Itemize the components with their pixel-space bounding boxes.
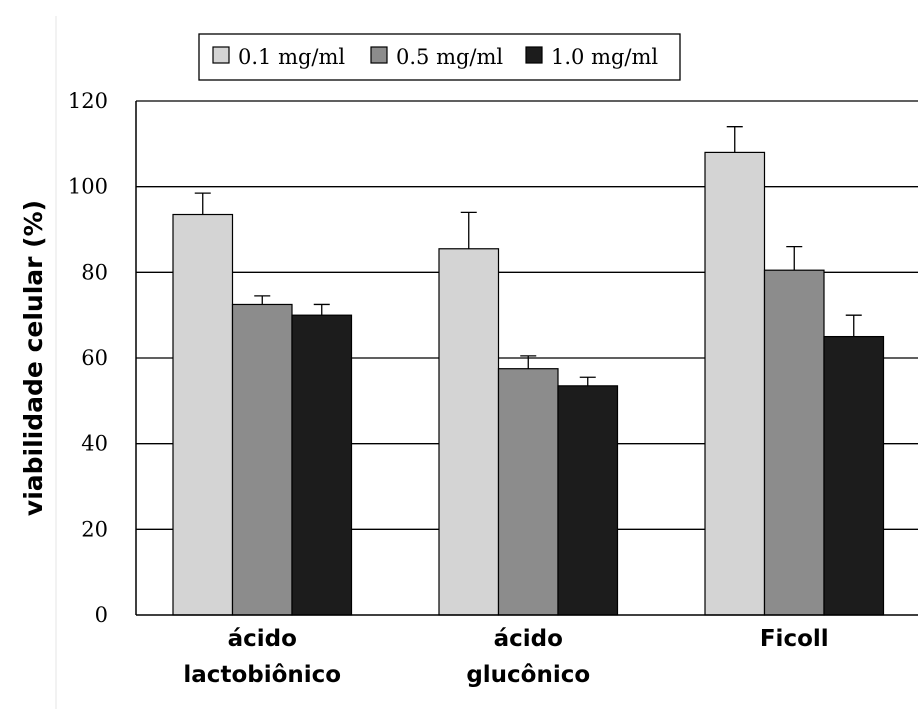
y-tick-label: 100 — [68, 175, 108, 199]
y-tick-label: 0 — [95, 603, 108, 627]
y-tick-label: 120 — [68, 89, 108, 113]
bar — [172, 213, 234, 616]
y-tick-label: 80 — [81, 260, 108, 284]
legend: 0.1 mg/ml 0.5 mg/ml 1.0 mg/ml — [198, 33, 681, 81]
y-axis-label: viabilidade celular (%) — [19, 200, 48, 516]
category-label: Ficoll — [760, 626, 829, 652]
legend-swatch — [525, 46, 543, 64]
bar — [763, 269, 825, 616]
bar — [438, 248, 500, 616]
bar — [557, 385, 619, 616]
y-tick-label: 60 — [81, 346, 108, 370]
category-labels: ácido lactobiônico ácido glucônico Ficoll — [183, 626, 828, 688]
category-label: ácido glucônico — [466, 626, 590, 688]
bars — [172, 126, 885, 616]
category-label: ácido lactobiônico — [183, 626, 341, 688]
legend-label: 0.5 mg/ml — [396, 45, 503, 69]
bar — [497, 368, 559, 616]
y-tick-labels: 0 20 40 60 80 100 120 — [68, 89, 108, 627]
legend-swatch — [370, 46, 388, 64]
axes — [135, 101, 918, 616]
legend-label: 1.0 mg/ml — [551, 45, 658, 69]
y-tick-label: 40 — [81, 432, 108, 456]
legend-swatch — [212, 46, 230, 64]
bar — [291, 314, 353, 616]
bar — [704, 151, 766, 616]
legend-label: 0.1 mg/ml — [238, 45, 345, 69]
legend-box — [198, 33, 681, 81]
bar — [231, 303, 293, 616]
y-tick-label: 20 — [81, 517, 108, 541]
bar — [823, 335, 885, 616]
